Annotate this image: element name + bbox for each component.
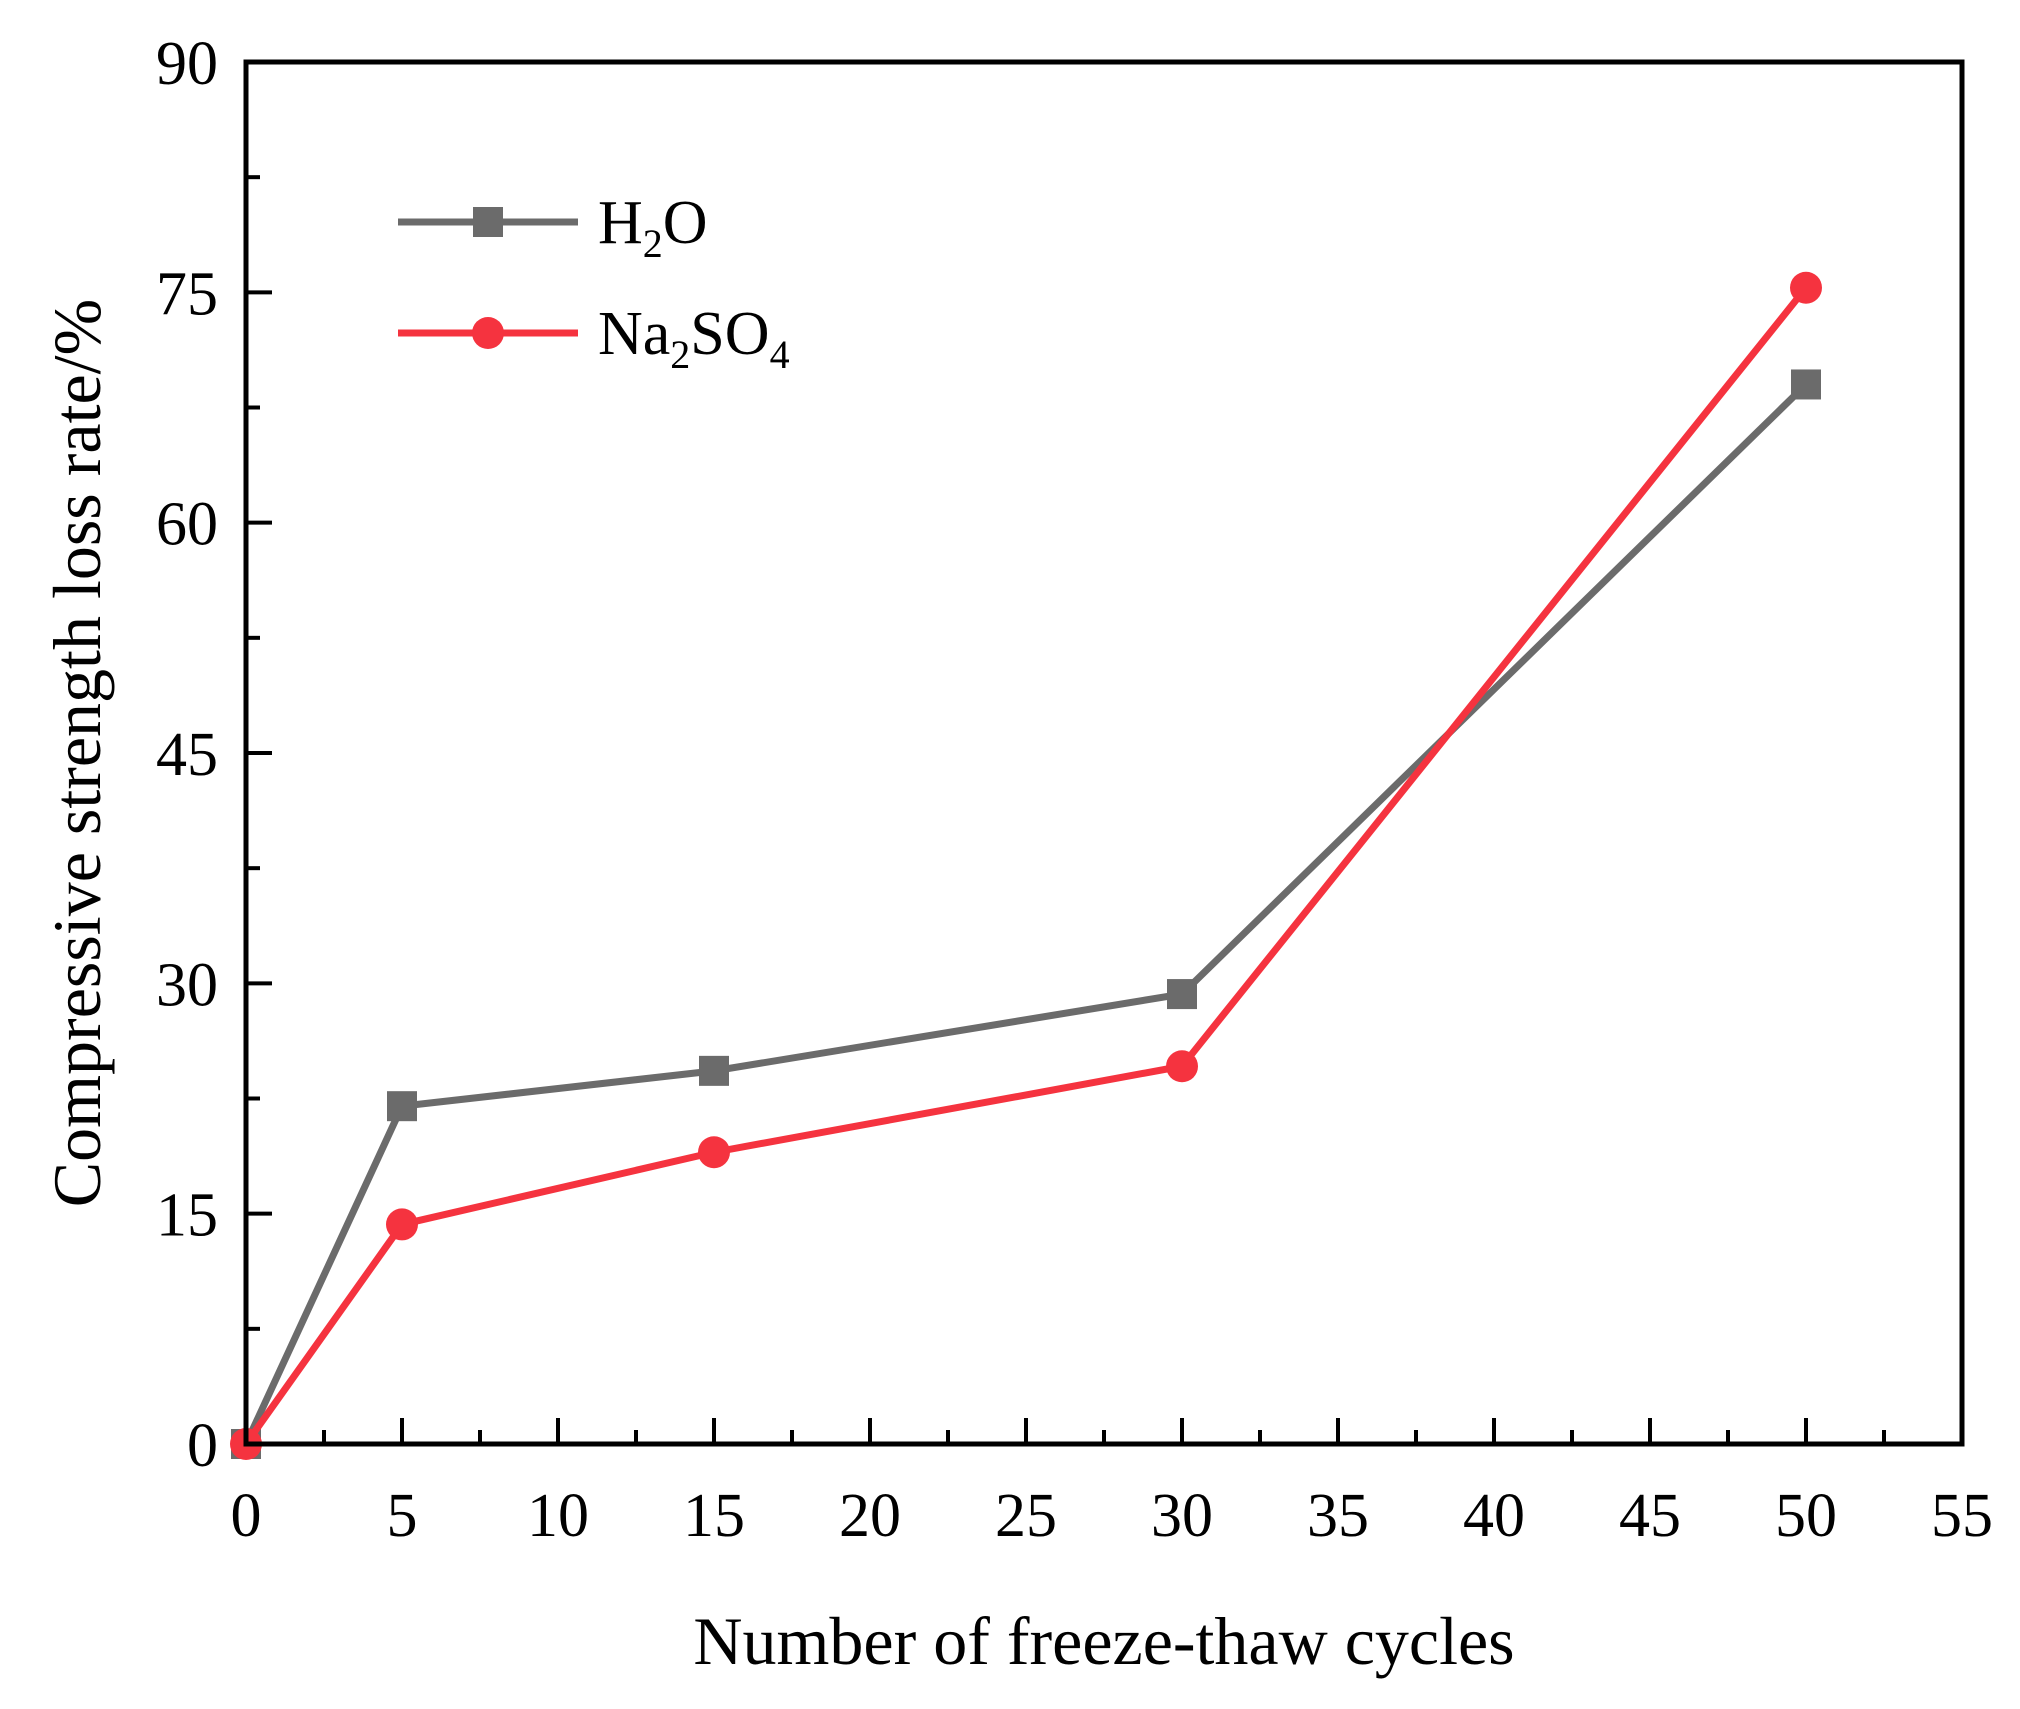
- series-line-h2o: [242, 381, 1809, 1446]
- legend-marker-h2o: [473, 207, 503, 237]
- point-na2so4-50: [1790, 271, 1822, 304]
- legend-marker-na2so4: [472, 317, 504, 349]
- x-axis-title: Number of freeze-thaw cycles: [693, 1603, 1514, 1679]
- x-tick-label-45: 45: [1619, 1482, 1681, 1550]
- x-tick-label-25: 25: [995, 1482, 1057, 1550]
- legend-h2o-base: H: [598, 189, 643, 257]
- y-tick-label-0: 0: [187, 1412, 218, 1480]
- point-h2o-15: [699, 1055, 729, 1086]
- x-tick-label-50: 50: [1775, 1482, 1837, 1550]
- x-tick-label-30: 30: [1151, 1482, 1213, 1550]
- plot-frame: [243, 59, 1965, 1447]
- legend-label-na2so4: Na2SO4: [598, 300, 790, 377]
- series-line-na2so4: [243, 285, 1809, 1447]
- legend-na2so4-base: Na: [598, 300, 670, 368]
- legend-h2o-tail: O: [663, 189, 708, 257]
- point-h2o-50: [1791, 369, 1821, 400]
- y-tick-label-15: 15: [156, 1182, 218, 1250]
- x-tick-label-5: 5: [387, 1482, 418, 1550]
- point-na2so4-30: [1166, 1050, 1198, 1083]
- legend-label-h2o: H2O: [598, 189, 708, 266]
- ticks-layer: 0 5 10 15 20 25 30 35 40 45 50 55 0 15 30 45 60 75 90: [156, 30, 1993, 1550]
- x-tick-label-10: 10: [527, 1482, 589, 1550]
- point-na2so4-15: [698, 1136, 730, 1169]
- x-tick-label-35: 35: [1307, 1482, 1369, 1550]
- x-tick-label-55: 55: [1931, 1482, 1993, 1550]
- series-layer: [230, 271, 1822, 1460]
- point-na2so4-5: [386, 1208, 418, 1241]
- legend-h2o-sub: 2: [643, 221, 663, 266]
- point-h2o-30: [1167, 979, 1197, 1010]
- y-tick-label-75: 75: [156, 260, 218, 328]
- x-tick-label-40: 40: [1463, 1482, 1525, 1550]
- x-tick-label-0: 0: [231, 1482, 262, 1550]
- y-axis-title: Compressive strength loss rate/%: [39, 299, 115, 1207]
- y-tick-label-90: 90: [156, 30, 218, 98]
- legend-na2so4-sub2: 4: [770, 332, 790, 377]
- x-tick-label-15: 15: [683, 1482, 745, 1550]
- legend-na2so4-sub: 2: [670, 332, 690, 377]
- legend: H2O Na2SO4: [398, 189, 790, 377]
- y-tick-label-60: 60: [156, 491, 218, 559]
- legend-na2so4-mid: SO: [690, 300, 769, 368]
- y-tick-label-30: 30: [156, 951, 218, 1019]
- x-tick-label-20: 20: [839, 1482, 901, 1550]
- y-tick-label-45: 45: [156, 721, 218, 789]
- point-h2o-5: [387, 1091, 417, 1122]
